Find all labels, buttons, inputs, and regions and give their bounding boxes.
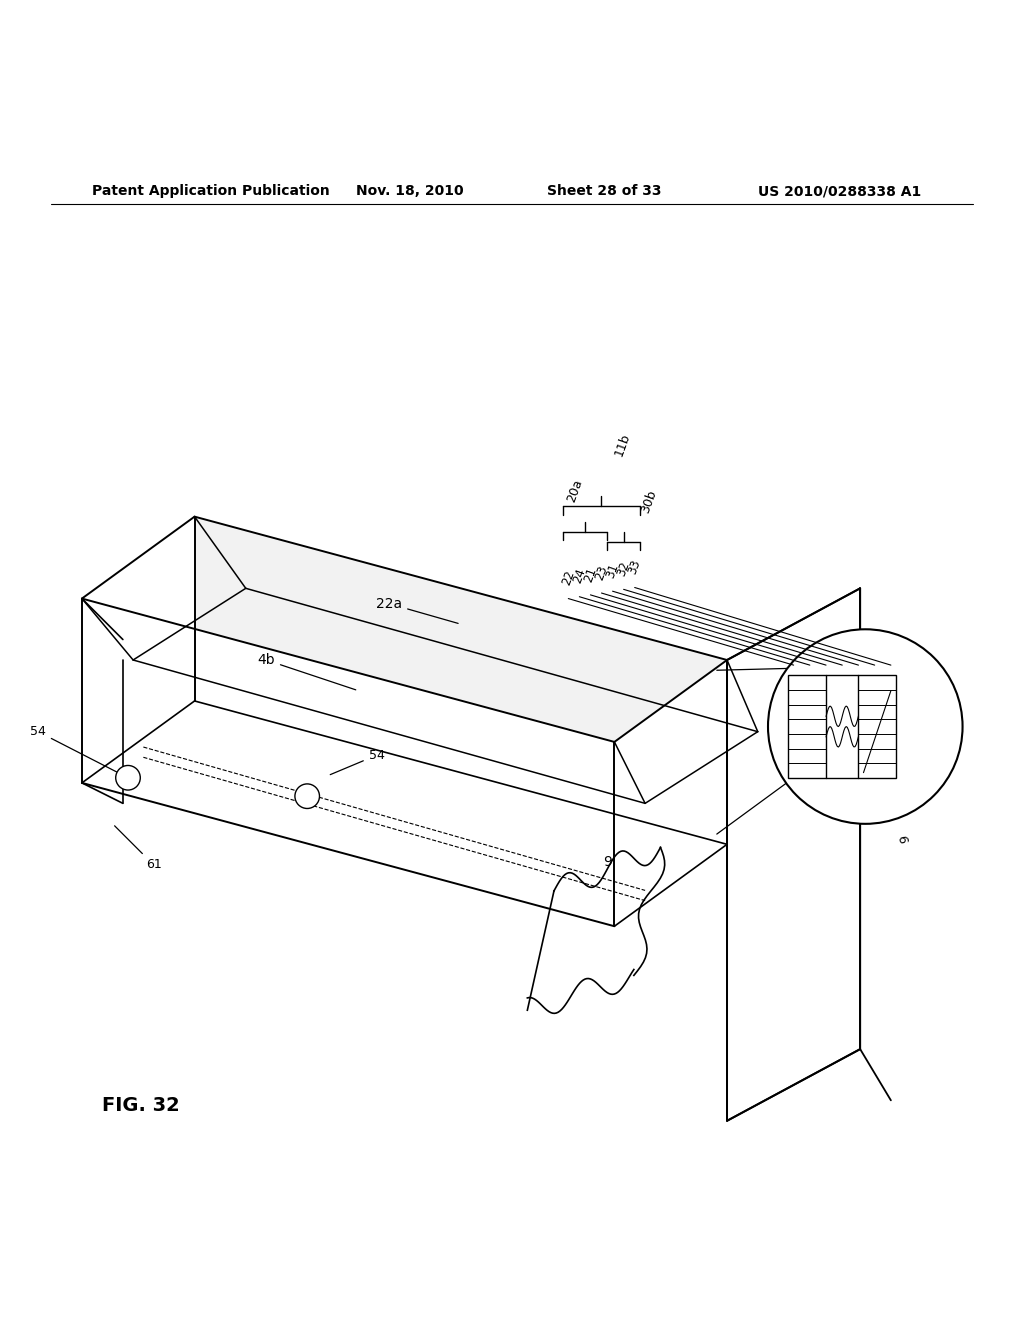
Text: 33: 33	[626, 558, 643, 576]
Text: 23a: 23a	[799, 706, 817, 717]
Text: 22: 22	[560, 569, 577, 587]
Text: 9: 9	[603, 855, 611, 870]
Circle shape	[768, 630, 963, 824]
Text: 61: 61	[115, 826, 162, 871]
Polygon shape	[614, 660, 727, 927]
Text: 54: 54	[331, 748, 385, 775]
Text: 7: 7	[920, 768, 928, 781]
Text: 22a: 22a	[376, 597, 458, 623]
Polygon shape	[727, 589, 860, 1121]
Polygon shape	[82, 516, 727, 742]
Circle shape	[295, 784, 319, 808]
Text: 32: 32	[878, 738, 894, 756]
Text: 32a: 32a	[799, 731, 817, 742]
Text: 20a: 20a	[564, 478, 585, 504]
Text: US 2010/0288338 A1: US 2010/0288338 A1	[758, 183, 922, 198]
Text: 30b: 30b	[639, 488, 659, 515]
Text: Nov. 18, 2010: Nov. 18, 2010	[355, 183, 464, 198]
Polygon shape	[788, 676, 896, 777]
Text: 31: 31	[604, 561, 622, 579]
Polygon shape	[82, 598, 614, 927]
Polygon shape	[82, 701, 727, 927]
Text: 4b: 4b	[257, 653, 355, 690]
Text: 54: 54	[30, 725, 126, 776]
Polygon shape	[82, 516, 195, 783]
Text: 24: 24	[570, 568, 588, 586]
Text: 32: 32	[615, 560, 632, 578]
Text: 11b: 11b	[611, 432, 632, 458]
Text: 6: 6	[894, 834, 908, 845]
Circle shape	[116, 766, 140, 791]
Text: 23: 23	[593, 564, 610, 582]
Text: 21: 21	[582, 565, 599, 583]
Text: Patent Application Publication: Patent Application Publication	[92, 183, 330, 198]
Text: FIG. 32: FIG. 32	[102, 1096, 180, 1115]
Text: Sheet 28 of 33: Sheet 28 of 33	[547, 183, 662, 198]
